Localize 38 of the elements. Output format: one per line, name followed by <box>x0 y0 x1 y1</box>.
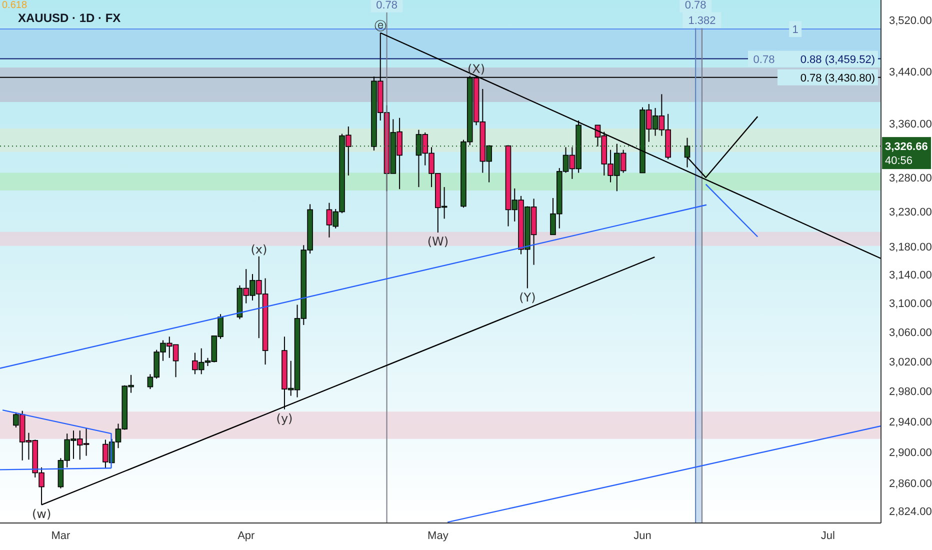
annotation: 1 <box>792 24 798 36</box>
text: 40:56 <box>885 155 913 168</box>
x-tick-label: Jul <box>820 530 835 542</box>
ref-line-label: 0.78 (3,430.80) <box>800 72 875 84</box>
y-tick-label: 3,180.00 <box>889 241 932 254</box>
y-tick-label: 2,824.00 <box>889 506 932 518</box>
annotation: (W) <box>427 234 449 249</box>
y-tick-label: 2,980.00 <box>889 386 932 398</box>
ref-line-label: 0.88 (3,459.52) <box>800 54 875 66</box>
annotation: 0.78 <box>684 0 706 12</box>
y-tick-label: 3,100.00 <box>889 298 932 310</box>
x-tick-label: Apr <box>238 530 256 542</box>
y-tick-label: 3,060.00 <box>889 327 932 340</box>
y-tick-label: 3,020.00 <box>889 356 932 368</box>
y-tick-label: 2,940.00 <box>889 416 932 428</box>
ref-line-label: 3,326.66 <box>885 141 928 154</box>
y-tick-label: 3,440.00 <box>889 66 932 78</box>
annotation: 1.382 <box>688 15 716 28</box>
y-tick-label: 2,900.00 <box>889 446 932 459</box>
annotation: (x) <box>250 242 268 256</box>
annotation: 0.618 <box>2 0 28 11</box>
annotation: ⓔ <box>374 18 386 33</box>
text: XAUUSD · 1D · FX <box>18 11 121 25</box>
y-tick-label: 3,360.00 <box>889 118 932 131</box>
y-tick-label: 3,280.00 <box>889 172 932 184</box>
annotation: (y) <box>276 411 293 426</box>
annotation: (w) <box>32 506 52 521</box>
y-tick-label: 3,520.00 <box>889 15 932 28</box>
y-tick-label: 2,860.00 <box>889 478 932 490</box>
annotation: (X) <box>468 62 486 76</box>
annotation: (Y) <box>519 290 536 304</box>
y-tick-label: 3,230.00 <box>889 206 932 219</box>
annotation: 0.78 <box>376 0 398 12</box>
x-tick-label: May <box>428 530 449 542</box>
x-tick-label: Mar <box>51 530 71 542</box>
annotation: 0.78 <box>753 54 775 66</box>
y-tick-label: 3,140.00 <box>889 270 932 282</box>
x-tick-label: Jun <box>634 530 652 542</box>
